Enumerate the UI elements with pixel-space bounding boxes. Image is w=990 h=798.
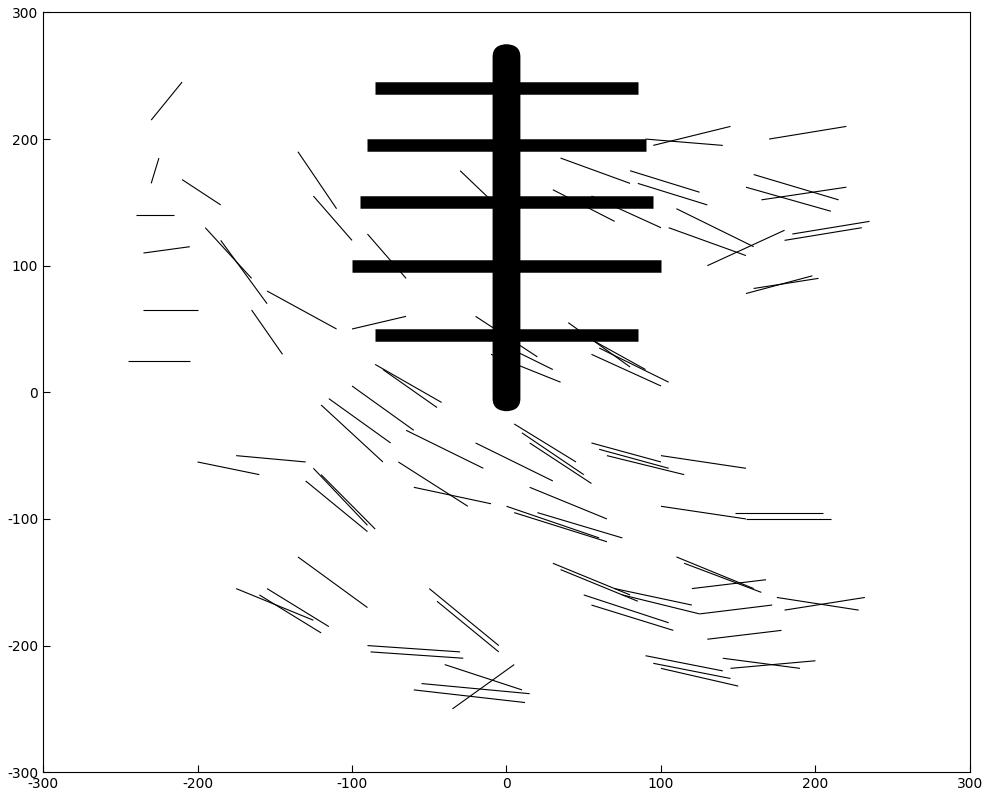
FancyBboxPatch shape [493, 44, 521, 411]
